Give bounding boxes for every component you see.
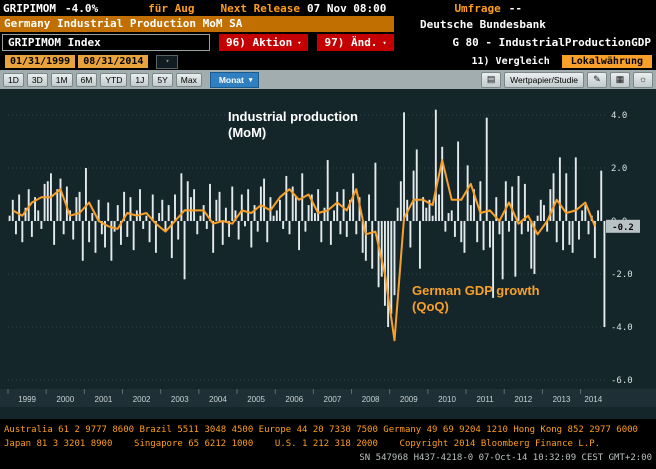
frequency-label: Monat: [218, 74, 244, 85]
y-tick-label: -6.0: [611, 376, 633, 386]
last-value-badge: [606, 219, 640, 233]
chart-area: 1999 2000 2001 2002 2003 2004 2005 2006 2007 2008…: [0, 89, 656, 419]
x-year-label: 2002: [133, 395, 151, 404]
x-year-label: 1999: [18, 395, 36, 404]
x-year-label: 2005: [247, 395, 265, 404]
security-name: Germany Industrial Production MoM SA: [0, 16, 394, 32]
frequency-dropdown[interactable]: Monat ▾: [209, 71, 260, 88]
x-year-label: 2010: [438, 395, 456, 404]
footer: Australia 61 2 9777 8600 Brazil 5511 304…: [0, 419, 656, 469]
survey-label: Umfrage: [454, 1, 501, 15]
range-bar: 01/31/1999 08/31/2014 ▾ 11) Vergleich Lo…: [0, 53, 656, 70]
dropdown-arrow-icon: ▾: [248, 76, 253, 84]
dropdown-arrow-icon: ▾: [382, 38, 387, 47]
edit-button-label: 97) Änd.: [324, 36, 378, 49]
y-tick-label: -4.0: [611, 323, 633, 333]
period-dropdown[interactable]: ▾: [156, 54, 179, 69]
chart-grid-icon[interactable]: ▦: [610, 71, 630, 88]
title-bar: Germany Industrial Production MoM SA Deu…: [0, 16, 656, 32]
y-tick-label: 2.0: [611, 164, 627, 174]
dropdown-arrow-icon: ▾: [297, 38, 302, 47]
x-year-label: 2011: [476, 395, 494, 404]
gdp-growth-line: [12, 159, 596, 342]
next-release-label: Next Release: [220, 1, 300, 15]
survey-value: --: [508, 1, 523, 15]
period-ytd-button[interactable]: YTD: [100, 72, 128, 87]
footer-contacts-line2: Japan 81 3 3201 8900 Singapore 65 6212 1…: [4, 439, 601, 449]
data-source: Deutsche Bundesbank: [420, 17, 546, 31]
last-value: -4.0%: [64, 1, 99, 15]
period-6m-button[interactable]: 6M: [75, 72, 98, 87]
period-1j-button[interactable]: 1J: [130, 72, 150, 87]
chart-annotation: Industrial production: [228, 109, 358, 124]
last-value-badge-text: -0.2: [612, 223, 634, 233]
period-1d-button[interactable]: 1D: [3, 72, 24, 87]
industrial-production-bars: [8, 109, 606, 327]
x-year-label: 2014: [584, 395, 602, 404]
chart-annotation: (QoQ): [412, 299, 449, 314]
x-year-label: 2004: [209, 395, 227, 404]
x-year-label: 2001: [95, 395, 113, 404]
chart-rows-icon[interactable]: ▤: [481, 71, 502, 88]
chart-toolbar: 1D 3D 1M 6M YTD 1J 5Y Max Monat ▾ ▤ Wert…: [0, 70, 656, 89]
footer-contacts-line1: Australia 61 2 9777 8600 Brazil 5511 304…: [4, 425, 638, 435]
x-year-label: 2006: [285, 395, 303, 404]
x-axis-band: [0, 389, 656, 407]
period-5y-button[interactable]: 5Y: [152, 72, 173, 87]
y-tick-label: 4.0: [611, 111, 627, 121]
x-year-label: 2007: [324, 395, 342, 404]
settings-sun-icon[interactable]: ☼: [633, 71, 653, 88]
period-1m-button[interactable]: 1M: [50, 72, 73, 87]
chart-id-title: G 80 - IndustrialProductionGDP: [452, 36, 651, 49]
x-year-label: 2003: [171, 395, 189, 404]
security-field[interactable]: GRIPIMOM Index: [2, 34, 210, 51]
annotate-pencil-icon[interactable]: ✎: [587, 71, 607, 88]
x-year-label: 2009: [400, 395, 418, 404]
price-chart-canvas[interactable]: 1999 2000 2001 2002 2003 2004 2005 2006 2007 2008…: [0, 89, 656, 419]
actions-button[interactable]: 96) Aktion ▾: [219, 34, 309, 51]
period-3d-button[interactable]: 3D: [26, 72, 48, 87]
footer-session-info: SN 547968 H437-4218-0 07-Oct-14 10:32:09…: [359, 453, 652, 463]
actions-button-label: 96) Aktion: [226, 36, 293, 49]
start-date-field[interactable]: 01/31/1999: [5, 55, 76, 68]
x-year-label: 2012: [514, 395, 532, 404]
y-tick-label: -2.0: [611, 270, 633, 280]
compare-button[interactable]: 11) Vergleich: [471, 56, 550, 67]
x-year-label: 2013: [553, 395, 571, 404]
end-date-field[interactable]: 08/31/2014: [78, 55, 149, 68]
study-button[interactable]: Wertpapier/Studie: [504, 71, 584, 88]
x-year-label: 2008: [362, 395, 380, 404]
period-max-button[interactable]: Max: [175, 72, 202, 87]
command-bar: GRIPIMOM Index 96) Aktion ▾ 97) Änd. ▾ G…: [0, 32, 656, 53]
ticker-symbol: GRIPIMOM: [3, 1, 56, 15]
edit-button[interactable]: 97) Änd. ▾: [317, 34, 394, 51]
dropdown-arrow-icon: ▾: [165, 56, 170, 65]
x-year-label: 2000: [56, 395, 74, 404]
reference-period: für Aug: [148, 1, 195, 15]
chart-annotation: German GDP growth: [412, 283, 540, 298]
local-currency-tab[interactable]: Lokalwährung: [561, 55, 652, 68]
next-release-value: 07 Nov 08:00: [306, 1, 387, 15]
quote-bar: GRIPIMOM -4.0% für Aug Next Release 07 N…: [0, 0, 656, 16]
chart-annotation: (MoM): [228, 125, 266, 140]
